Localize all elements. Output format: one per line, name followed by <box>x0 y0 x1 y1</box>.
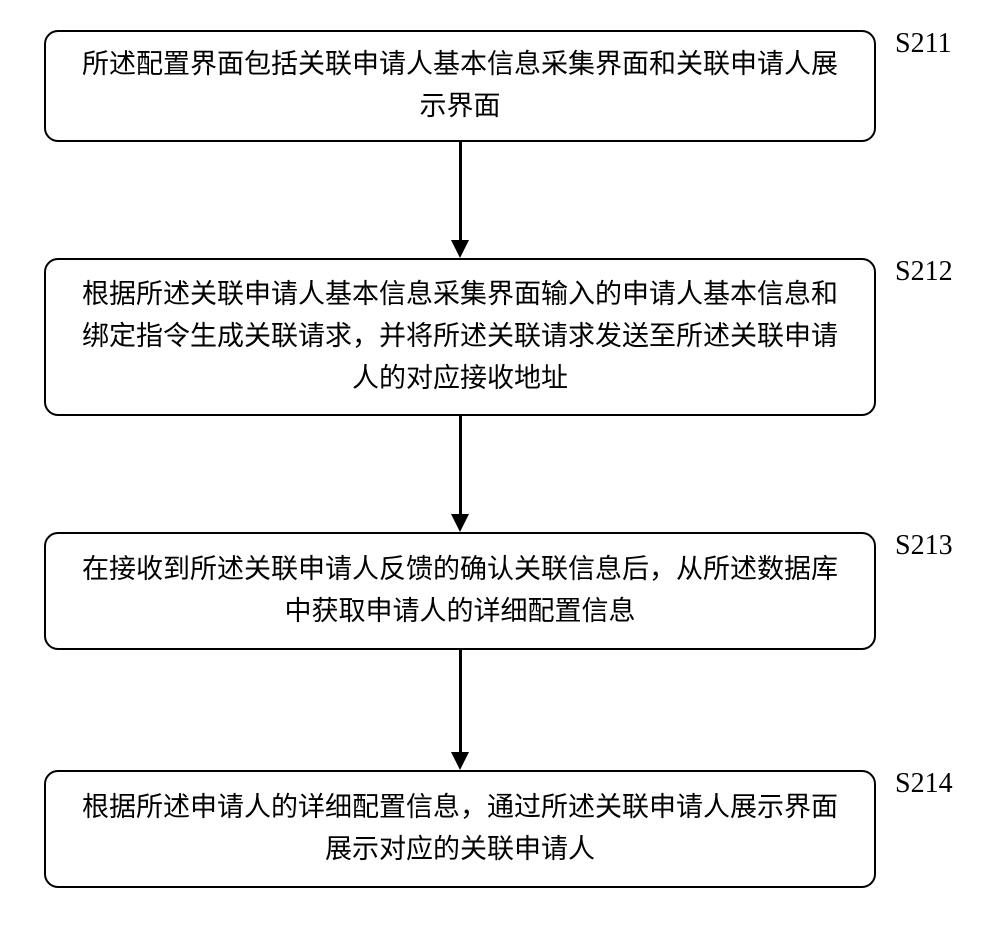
flow-node-text: 所述配置界面包括关联申请人基本信息采集界面和关联申请人展示界面 <box>74 44 846 128</box>
step-label-s214: S214 <box>895 768 953 800</box>
step-label-s213: S213 <box>895 530 953 562</box>
arrow-head-icon <box>451 240 469 258</box>
arrow-line <box>459 416 462 514</box>
flow-node-n3: 在接收到所述关联申请人反馈的确认关联信息后，从所述数据库中获取申请人的详细配置信… <box>44 532 876 650</box>
flowchart-canvas: 所述配置界面包括关联申请人基本信息采集界面和关联申请人展示界面 S211 根据所述关… <box>0 0 1000 947</box>
arrow-line <box>459 142 462 240</box>
flow-node-text: 根据所述申请人的详细配置信息，通过所述关联申请人展示界面展示对应的关联申请人 <box>74 787 846 871</box>
arrow-line <box>459 650 462 752</box>
flow-node-text: 根据所述关联申请人基本信息采集界面输入的申请人基本信息和绑定指令生成关联请求，并… <box>74 274 846 400</box>
flow-node-n1: 所述配置界面包括关联申请人基本信息采集界面和关联申请人展示界面 <box>44 30 876 142</box>
arrow-head-icon <box>451 752 469 770</box>
step-label-s212: S212 <box>895 256 953 288</box>
arrow-head-icon <box>451 514 469 532</box>
flow-node-text: 在接收到所述关联申请人反馈的确认关联信息后，从所述数据库中获取申请人的详细配置信… <box>74 549 846 633</box>
flow-node-n2: 根据所述关联申请人基本信息采集界面输入的申请人基本信息和绑定指令生成关联请求，并… <box>44 258 876 416</box>
flow-node-n4: 根据所述申请人的详细配置信息，通过所述关联申请人展示界面展示对应的关联申请人 <box>44 770 876 888</box>
step-label-s211: S211 <box>895 28 952 60</box>
